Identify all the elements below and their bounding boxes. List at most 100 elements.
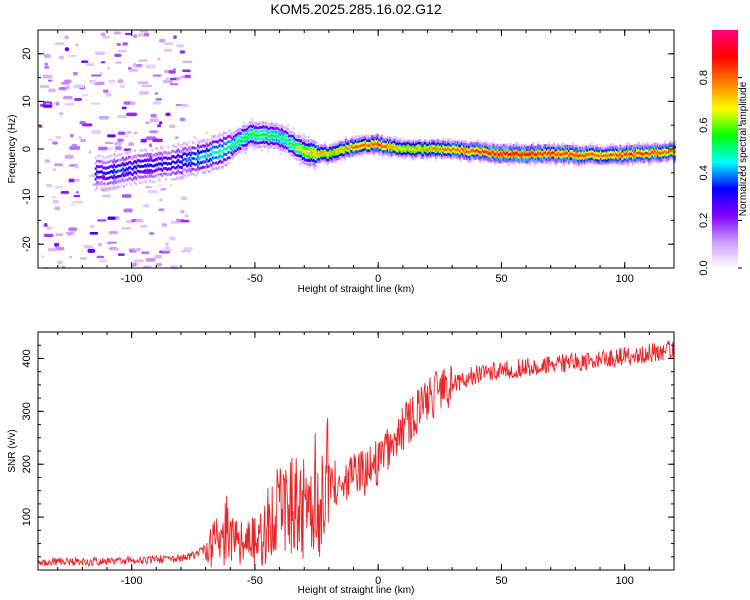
spectrogram-cell [596,151,599,155]
spectrogram-cell [413,151,416,154]
spectrogram-cell [205,142,208,145]
spectrogram-cell [407,154,410,157]
spectrogram-cell [300,154,303,158]
spectrogram-cell [123,169,126,172]
spectrogram-cell [533,153,536,157]
spectrogram-cell [437,148,440,152]
spectrogram-cell [323,144,326,147]
spectrogram-cell [650,144,653,147]
spectrogram-cell [560,157,563,161]
spectrogram-cell [144,169,146,172]
spectrogram-cell [566,147,569,150]
spectrogram-cell [572,160,575,164]
spectrogram-cell [250,136,252,139]
spectrogram-cell [184,173,187,177]
spectrogram-cell [338,153,341,157]
spectrogram-cell [386,138,389,142]
spectrogram-cell [628,152,631,156]
spectrogram-cell [486,141,489,145]
spectrogram-cell [134,154,137,158]
colorbar-tick-label: 0.6 [698,118,710,133]
spectrogram-cell [328,154,331,157]
spectrogram-cell [389,153,392,157]
spectrogram-cell [257,134,260,138]
spectrogram-cell [152,74,162,77]
spectrogram-cell [306,163,309,166]
spectrogram-cell [108,171,111,174]
spectrogram-cell [612,153,615,156]
spectrogram-cell [586,159,589,162]
spectrogram-cell [581,148,584,152]
spectrogram-cell [618,150,621,154]
spectrogram-cell [105,177,108,180]
spectrogram-cell [492,151,495,154]
spectrogram-cell [108,181,111,185]
spectrogram-cell [141,175,144,179]
spectrogram-cell [641,159,644,163]
spectrogram-cell [148,163,151,167]
spectrogram-cell [204,155,207,158]
spectrogram-cell [635,149,638,152]
spectrogram-cell [267,123,270,127]
spectrogram-cell [187,174,190,177]
spectrogram-cell [185,143,188,147]
spectrogram-cell [581,155,584,159]
spectrogram-cell [612,155,615,159]
spectrogram-cell [322,154,325,158]
spectrogram-cell [167,156,170,160]
spectrogram-cell [322,157,325,160]
spectrogram-cell [563,158,566,161]
spectrogram-cell [222,152,225,156]
colorbar-tick-label: 0.2 [698,213,710,228]
spectrogram-cell [374,141,377,145]
colorbar-label: Normalized spectral amplitude [738,81,749,216]
spectrogram-cell [575,145,578,148]
spectrogram-cell [459,147,462,150]
spectrogram-cell [137,175,140,178]
spectrogram-cell [126,112,138,117]
spectrogram-cell [243,132,246,135]
spectrogram-cell [422,141,425,145]
spectrogram-cell [531,143,534,147]
spectrogram-cell [351,145,354,148]
spectrogram-cell [580,157,583,160]
spectrogram-cell [109,165,112,168]
spectrogram-cell [198,141,201,144]
spectrogram-cell [353,153,356,157]
spectrogram-cell [659,144,662,148]
spectrogram-cell [598,147,601,151]
spectrogram-cell [484,152,487,156]
spectrogram-cell [670,149,673,152]
spectrogram-cell [247,145,250,148]
spectrogram-cell [649,155,652,159]
spectrogram-cell [481,151,484,155]
spectrogram-cell [486,143,489,147]
spectrogram-cell [495,153,498,156]
spectrogram-cell [450,156,453,159]
spectrogram-cell [513,154,516,158]
spectrogram-cell [542,153,545,156]
spectrogram-cell [280,135,283,139]
spectrogram-cell [147,170,150,173]
spectrogram-cell [135,219,144,223]
spectrogram-cell [230,151,233,155]
spectrogram-cell [405,145,408,149]
spectrogram-cell [199,150,202,154]
spectrogram-cell [540,148,543,151]
spectrogram-cell [119,153,122,157]
spectrogram-cell [476,141,479,145]
spectrogram-cell [157,57,161,61]
spectrogram-cell [540,153,543,156]
spectrogram-cell [565,159,568,162]
spectrogram-cell [429,155,432,158]
spectrogram-cell [42,104,53,108]
spectrogram-cell [386,153,389,156]
spectrogram-cell [305,162,308,166]
spectrogram-cell [660,147,663,151]
spectrogram-cell [455,148,458,152]
spectrogram-cell [575,147,578,151]
spectrogram-cell [479,150,482,154]
spectrogram-cell [505,155,508,159]
spectrogram-cell [198,151,201,155]
spectrogram-cell [649,145,652,149]
